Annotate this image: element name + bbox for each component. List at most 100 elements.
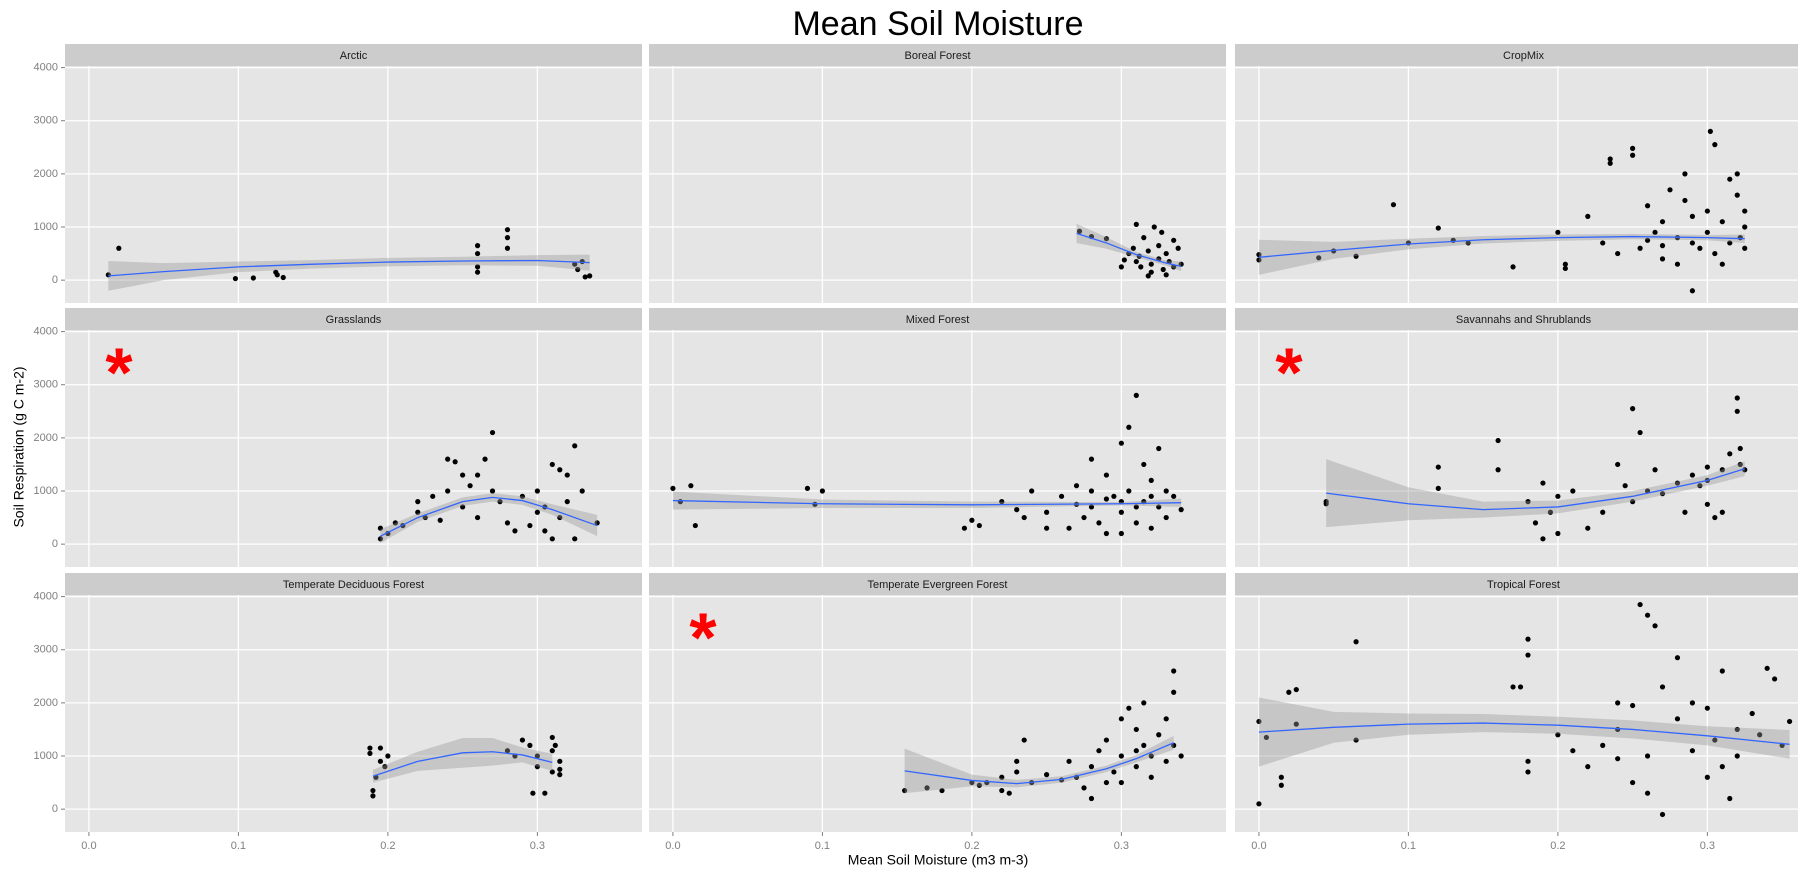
data-point (392, 520, 398, 526)
data-point (116, 245, 122, 251)
data-point (1044, 525, 1050, 531)
strip (649, 44, 1226, 66)
x-tick-label: 0.3 (1700, 840, 1715, 852)
panel (65, 595, 642, 832)
data-point (1293, 721, 1299, 727)
data-point (1148, 261, 1154, 267)
data-point (1435, 485, 1441, 491)
data-point (939, 787, 945, 794)
data-point (1510, 264, 1516, 270)
data-point (1734, 171, 1740, 177)
data-point (382, 764, 388, 770)
fit-line (380, 496, 598, 537)
data-point (1659, 243, 1666, 249)
data-point (1764, 665, 1770, 671)
data-point (1622, 483, 1628, 489)
data-point (1630, 145, 1636, 151)
data-point (1286, 689, 1292, 695)
data-point (474, 264, 481, 270)
data-point (564, 472, 570, 478)
data-point (1719, 467, 1725, 473)
data-point (367, 745, 373, 751)
data-point (1719, 668, 1725, 674)
strip (649, 573, 1226, 595)
data-point (1540, 536, 1546, 542)
fit-line (372, 751, 553, 777)
data-point (999, 499, 1005, 505)
data-point (504, 245, 511, 251)
data-point (999, 787, 1005, 794)
data-point (1712, 737, 1718, 743)
y-tick-label: 0 (52, 274, 58, 286)
data-point (1510, 684, 1516, 690)
data-point (1081, 785, 1087, 791)
data-point (1133, 726, 1139, 733)
data-point (1562, 261, 1568, 267)
data-point (1121, 257, 1127, 263)
y-axis-label: Soil Respiration (g C m-2) (11, 366, 27, 527)
data-point (1126, 705, 1132, 711)
data-point (1118, 753, 1124, 759)
data-point (1630, 702, 1636, 709)
data-point (474, 269, 481, 275)
y-tick-label: 4000 (34, 62, 58, 74)
data-point (1145, 248, 1151, 254)
data-point (474, 243, 481, 249)
y-tick-label: 3000 (34, 644, 58, 656)
data-point (1727, 795, 1733, 802)
data-point (1517, 684, 1524, 690)
data-point (1749, 710, 1755, 717)
data-point (1141, 700, 1147, 706)
data-point (377, 758, 384, 764)
data-point (1525, 636, 1531, 642)
data-point (1630, 499, 1636, 505)
data-point (1689, 700, 1696, 706)
data-point (1547, 509, 1554, 515)
data-point (430, 493, 436, 499)
data-point (1600, 509, 1606, 515)
data-point (1674, 261, 1681, 267)
data-point (504, 235, 511, 241)
data-point (579, 488, 585, 494)
data-point (1555, 530, 1561, 537)
data-point (552, 742, 558, 748)
data-point (1088, 795, 1095, 802)
data-point (1156, 445, 1162, 452)
y-tick-label: 3000 (34, 379, 58, 391)
data-point (1058, 493, 1065, 499)
confidence-band (1258, 233, 1745, 275)
data-point (1088, 456, 1095, 462)
strip (1235, 44, 1798, 66)
y-tick-label: 0 (52, 803, 58, 815)
data-point (1171, 689, 1177, 695)
strip (1235, 308, 1798, 330)
data-point (1256, 801, 1262, 807)
strip (65, 44, 642, 66)
data-point (437, 517, 443, 523)
data-point (1667, 187, 1673, 193)
data-point (804, 485, 811, 491)
data-point (1707, 128, 1713, 134)
data-point (976, 782, 982, 788)
data-point (1323, 501, 1329, 507)
data-point (1163, 716, 1169, 722)
data-point (1674, 655, 1681, 661)
data-point (969, 517, 975, 523)
data-point (1163, 488, 1169, 494)
data-point (445, 456, 451, 462)
data-point (1555, 493, 1561, 499)
data-point (1555, 229, 1561, 235)
data-point (1659, 491, 1666, 497)
data-point (482, 456, 488, 462)
data-point (1156, 504, 1162, 510)
data-point (582, 274, 588, 280)
data-point (1163, 514, 1169, 521)
data-point (1175, 245, 1181, 251)
data-point (1096, 748, 1102, 754)
data-point (1278, 774, 1284, 780)
data-point (557, 514, 563, 521)
fit-line (108, 259, 590, 277)
data-point (1704, 501, 1710, 507)
data-point (1141, 235, 1147, 241)
y-tick-label: 1000 (34, 221, 58, 233)
